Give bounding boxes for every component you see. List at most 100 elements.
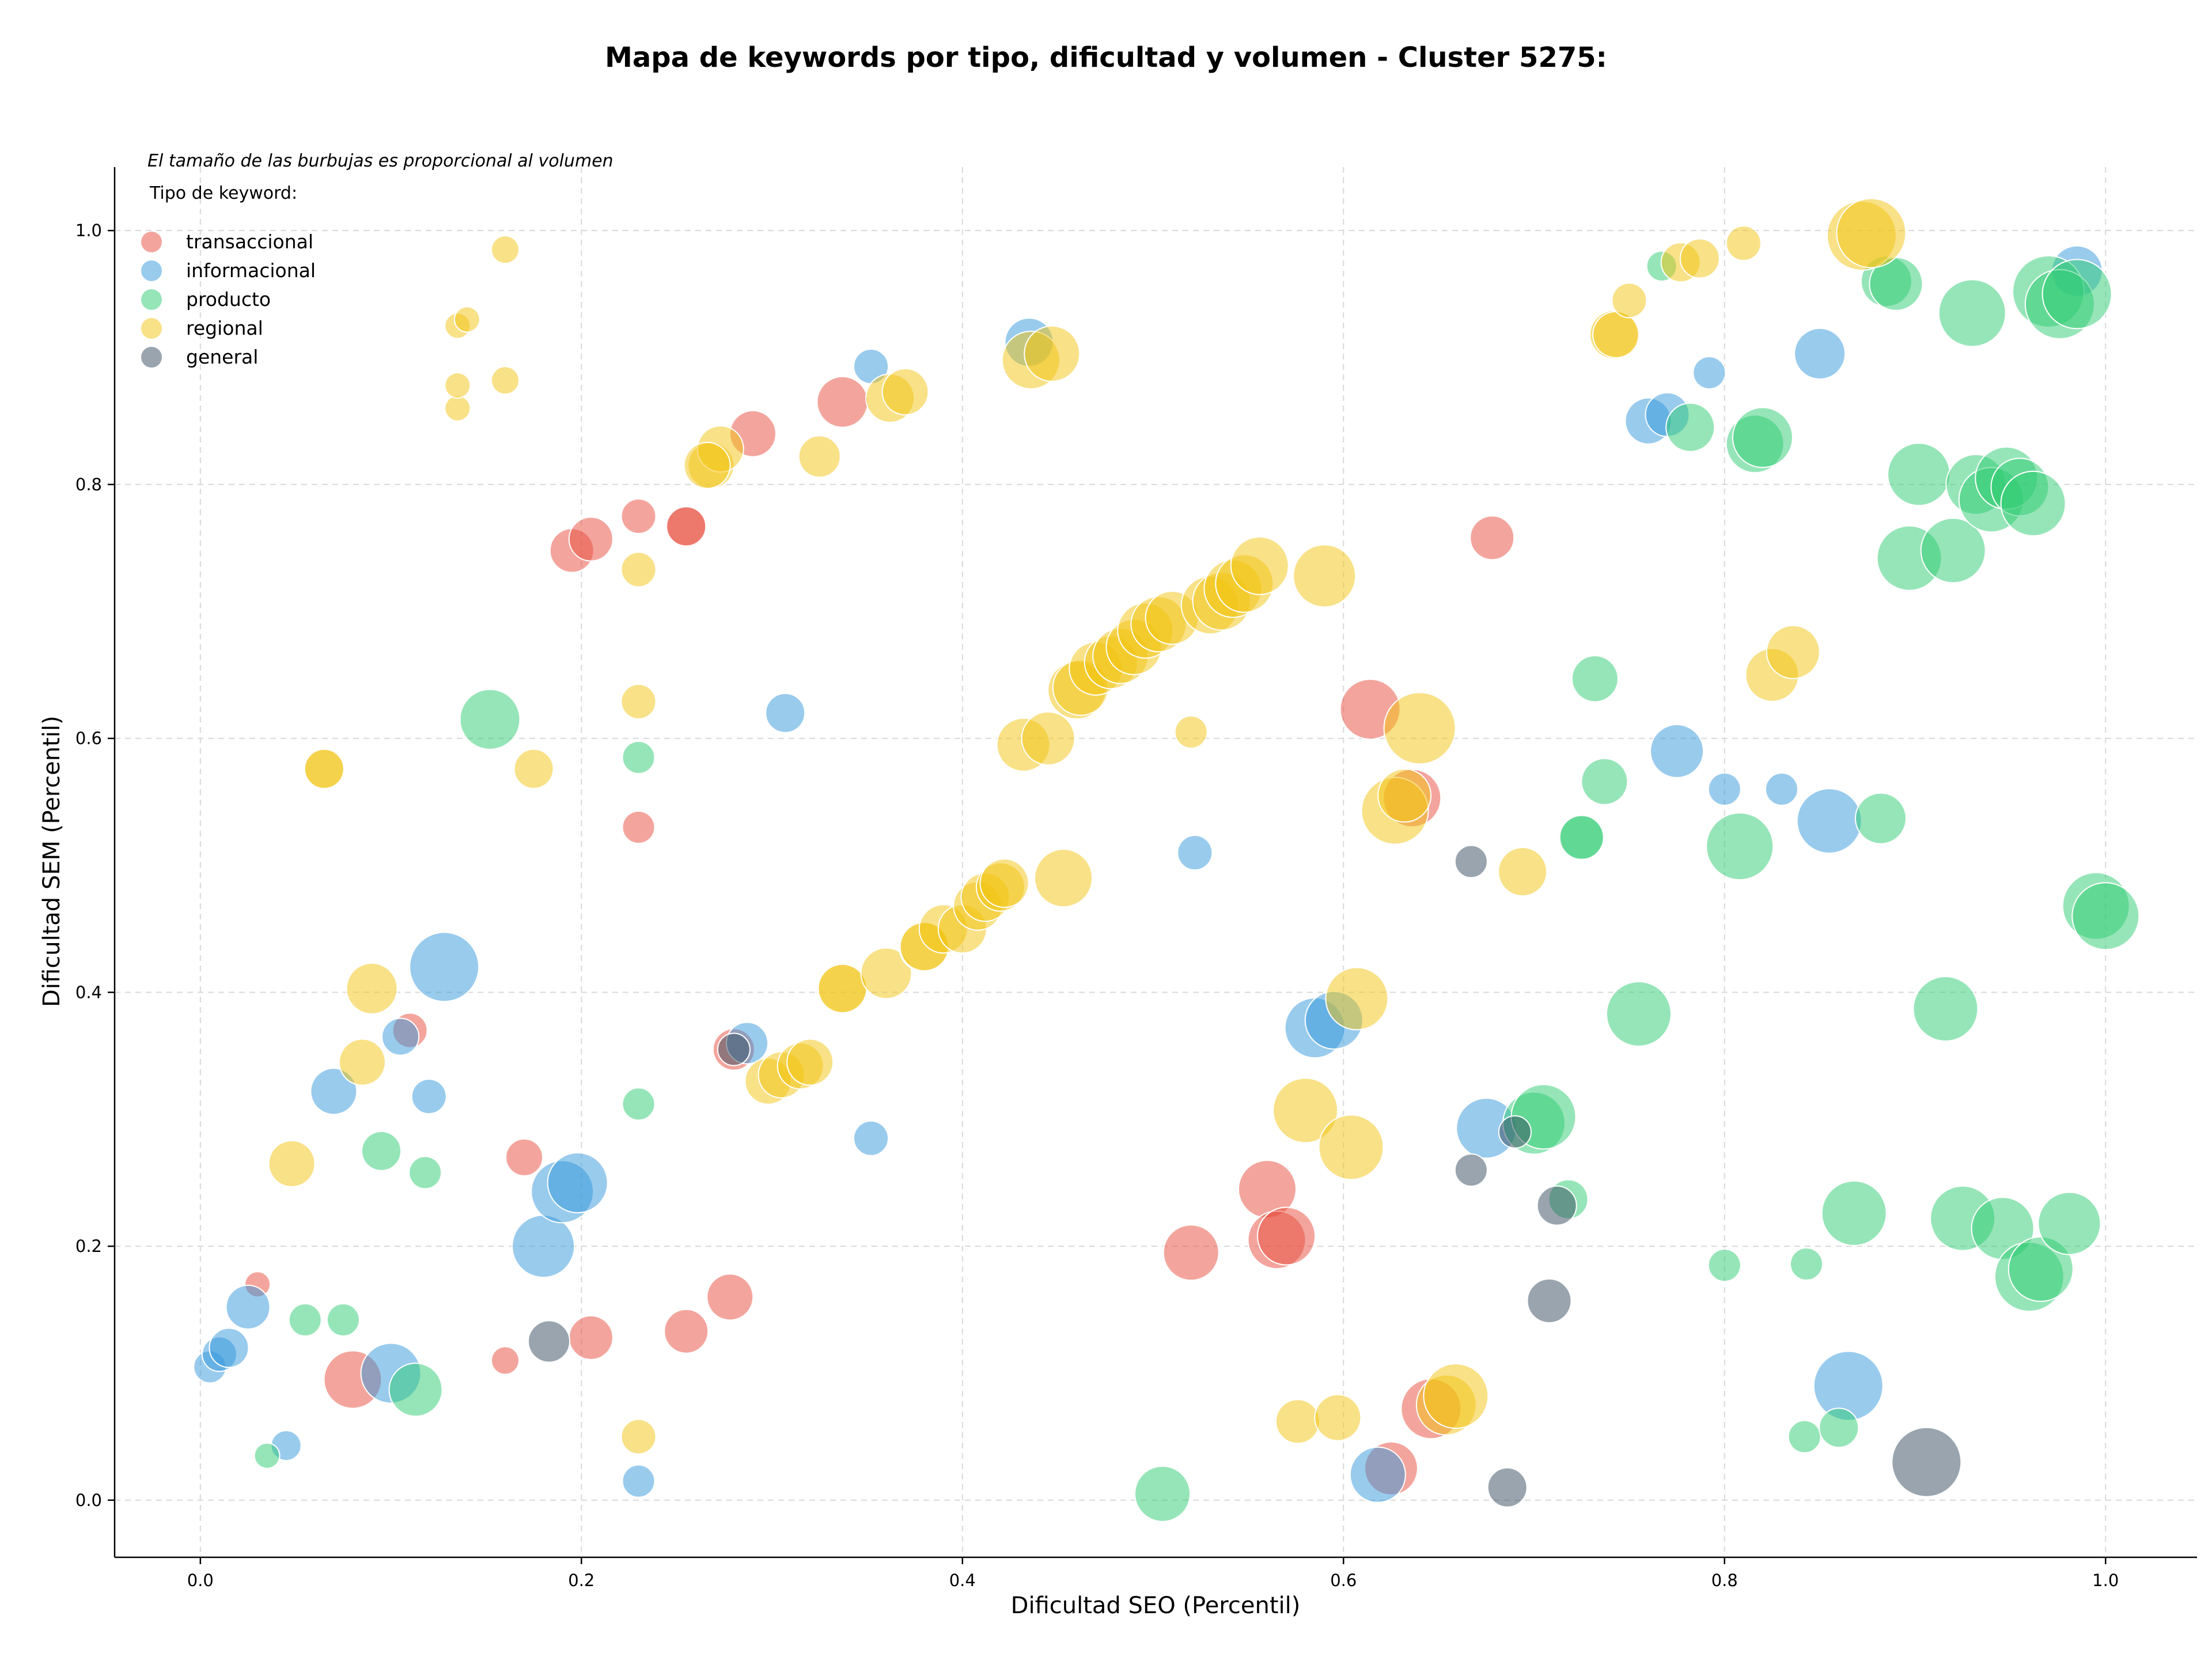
x-tick-label: 0.2: [568, 1571, 594, 1590]
y-tick-label: 0.6: [75, 729, 102, 748]
bubble-point: [717, 1032, 751, 1066]
bubble-point: [1177, 834, 1213, 871]
bubble-point: [1938, 279, 2006, 347]
bubble-point: [1794, 327, 1846, 380]
bubble-size-note: El tamaño de las burbujas es proporciona…: [147, 151, 613, 171]
legend-marker-informacional: [141, 260, 162, 281]
bubble-point: [1454, 845, 1488, 879]
bubble-point: [622, 810, 656, 844]
bubble-point: [1349, 1446, 1406, 1503]
bubble-point: [512, 1214, 575, 1278]
bubble-point: [1854, 792, 1907, 845]
bubble-point: [361, 1130, 402, 1171]
bubble-point: [505, 1138, 544, 1176]
bubble-point: [979, 858, 1029, 908]
bubble-point: [1134, 1465, 1191, 1522]
y-tick-label: 0.4: [75, 982, 102, 1002]
bubble-point: [620, 1418, 657, 1455]
bubble-point: [1887, 442, 1951, 506]
bubble-point: [1487, 1467, 1528, 1508]
bubble-point: [453, 306, 480, 333]
bubble-point: [786, 1038, 834, 1086]
bubble-point: [444, 395, 471, 422]
bubble-point: [620, 551, 657, 588]
bubble-point: [547, 1152, 608, 1213]
bubble-point: [2000, 470, 2066, 536]
bubble-point: [253, 1442, 281, 1469]
bubble-point: [1423, 1363, 1489, 1429]
x-tick-label: 0.6: [1330, 1571, 1357, 1590]
bubble-point: [1920, 517, 1986, 584]
bubble-point: [1024, 325, 1081, 382]
bubble-point: [1293, 544, 1357, 608]
legend-marker-regional: [141, 318, 162, 339]
legend-marker-transaccional: [141, 232, 162, 252]
bubble-point: [1571, 655, 1619, 703]
bubble-point: [1611, 282, 1647, 319]
bubble-point: [1766, 625, 1820, 679]
x-tick-label: 0.8: [1711, 1571, 1738, 1590]
bubble-point: [798, 435, 841, 478]
bubble-point: [620, 498, 657, 535]
series-regional: [268, 198, 1907, 1455]
bubble-point: [1469, 515, 1515, 561]
bubble-point: [620, 683, 657, 720]
bubble-point: [1230, 536, 1289, 595]
x-tick-label: 0.4: [949, 1571, 976, 1590]
legend-label-informacional: informacional: [186, 259, 316, 282]
series-producto: [253, 250, 2140, 1522]
y-axis-label: Dificultad SEM (Percentil): [39, 716, 65, 1007]
bubble-point: [1819, 1408, 1859, 1448]
legend-marker-producto: [141, 289, 162, 310]
legend-marker-general: [141, 347, 162, 368]
bubble-point: [706, 1273, 754, 1321]
legend-title: Tipo de keyword:: [149, 183, 297, 203]
bubble-point: [1796, 788, 1862, 854]
legend-label-general: general: [186, 346, 258, 368]
bubble-point: [568, 1315, 613, 1360]
bubble-point: [1665, 402, 1715, 452]
bubble-point: [1836, 198, 1907, 268]
bubble-point: [1275, 1399, 1320, 1444]
bubble-point: [816, 376, 869, 428]
bubble-point: [2037, 1191, 2101, 1255]
bubble-point: [765, 693, 806, 733]
bubble-point: [1706, 812, 1774, 880]
bubble-point: [1536, 1185, 1577, 1226]
bubble-point: [1679, 238, 1720, 279]
bubble-point: [491, 366, 520, 395]
bubble-point: [1272, 1077, 1339, 1144]
bubble-point: [853, 1120, 889, 1156]
bubble-point: [1034, 849, 1093, 908]
bubble-point: [664, 1308, 709, 1354]
bubble-point: [1707, 1248, 1741, 1282]
bubble-point: [1891, 1427, 1962, 1497]
bubble-point: [1257, 1206, 1316, 1266]
bubble-point: [459, 688, 521, 750]
y-tick-label: 0.8: [75, 475, 102, 494]
bubble-point: [326, 1303, 360, 1337]
bubble-point: [881, 368, 929, 416]
legend-label-producto: producto: [186, 288, 271, 311]
bubble-point: [513, 748, 554, 789]
chart-title: Mapa de keywords por tipo, dificultad y …: [605, 41, 1607, 74]
bubble-point: [1383, 692, 1456, 765]
bubble-point: [1318, 1114, 1384, 1181]
bubble-point: [1707, 772, 1741, 806]
bubble-point: [408, 1156, 442, 1190]
bubble-point: [346, 962, 398, 1015]
bubble-point: [1162, 1224, 1219, 1281]
bubble-point: [1527, 1278, 1572, 1323]
bubble-point: [1764, 772, 1798, 806]
bubbles: [193, 198, 2140, 1522]
bubble-point: [2071, 882, 2140, 951]
x-tick-label: 1.0: [2092, 1571, 2119, 1590]
y-tick-label: 0.2: [75, 1236, 102, 1256]
bubble-point: [622, 1464, 656, 1498]
bubble-point: [622, 1087, 656, 1121]
bubble-point: [1650, 724, 1705, 778]
bubble-point: [817, 963, 868, 1013]
bubble-point: [381, 1017, 420, 1056]
bubble-point: [491, 235, 520, 264]
